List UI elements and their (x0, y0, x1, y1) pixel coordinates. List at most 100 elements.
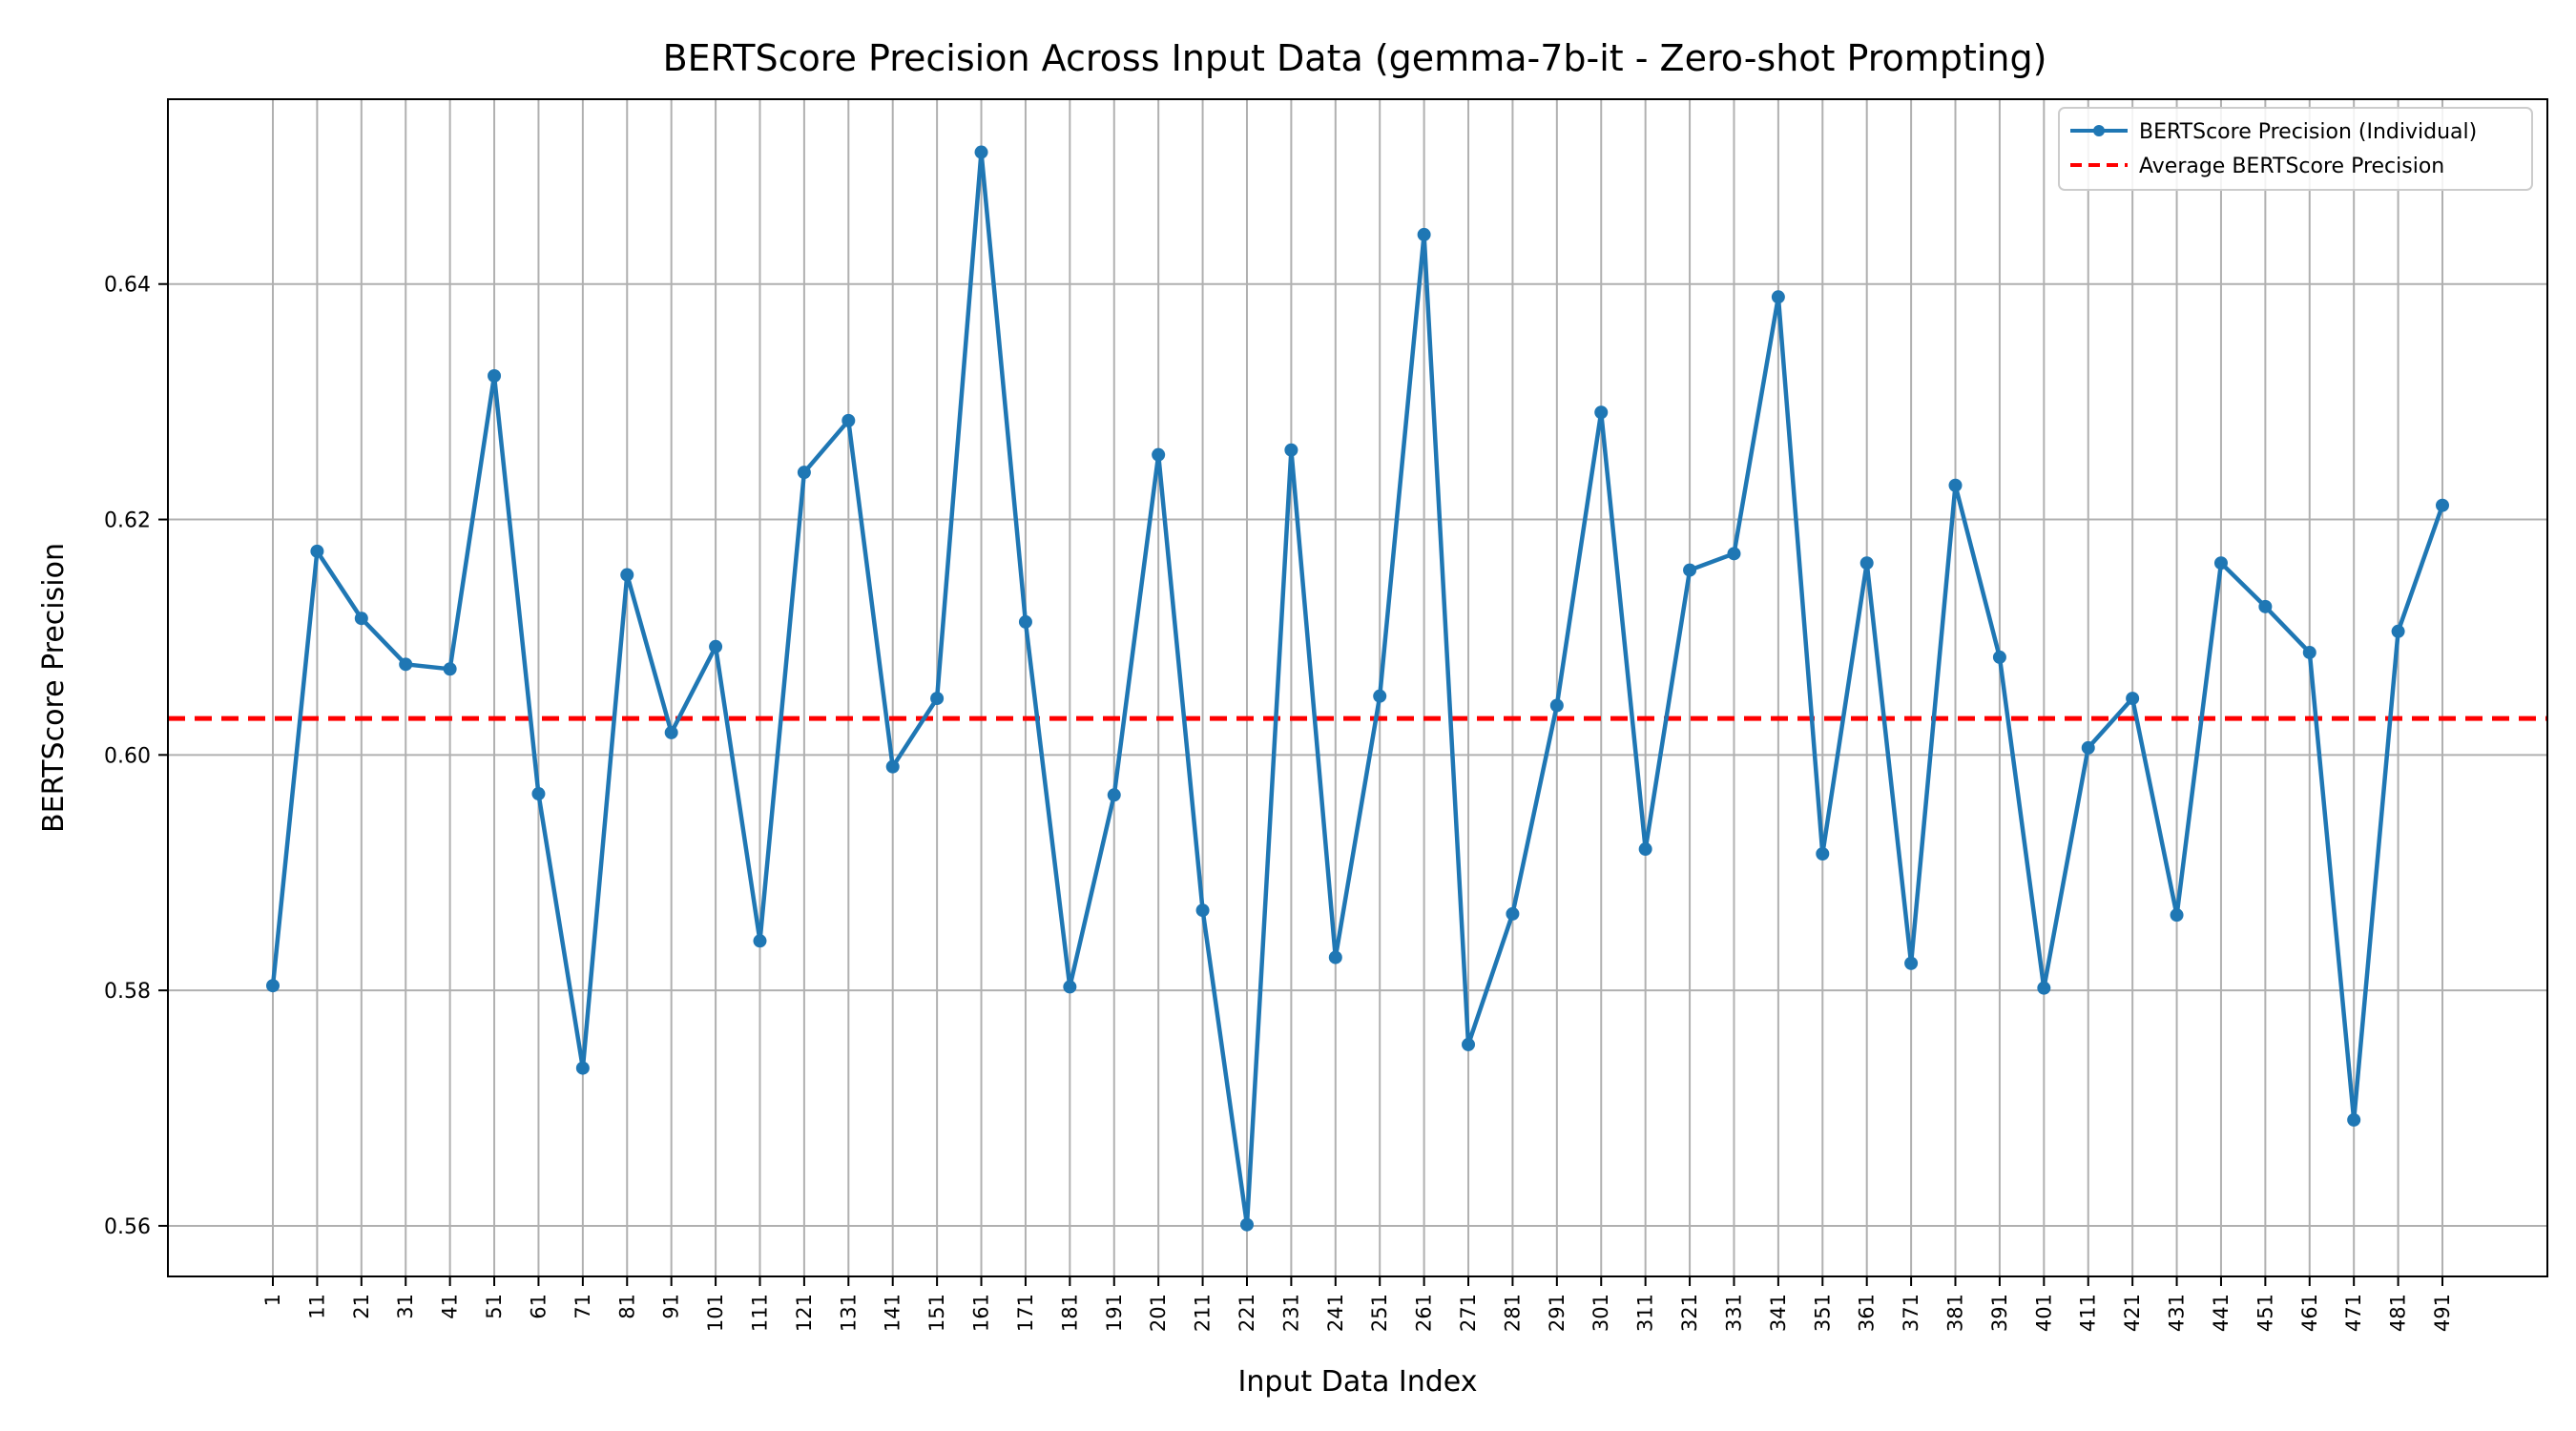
data-point (1462, 1037, 1476, 1051)
x-tick-label: 421 (2121, 1294, 2144, 1332)
x-tick-label: 201 (1147, 1294, 1170, 1332)
x-tick-label: 1 (261, 1294, 284, 1306)
data-point (753, 934, 767, 948)
legend-box (2058, 107, 2533, 191)
x-tick-label: 321 (1678, 1294, 1701, 1332)
data-point (1328, 950, 1342, 964)
data-point (664, 725, 678, 739)
x-tick-label: 131 (837, 1294, 860, 1332)
data-point (310, 544, 324, 558)
x-tick-label: 41 (439, 1294, 462, 1319)
data-point (1417, 227, 1431, 241)
data-point (2037, 981, 2051, 995)
data-point (2213, 556, 2228, 570)
data-point (1683, 563, 1697, 577)
data-point (1373, 689, 1387, 703)
data-point (399, 657, 413, 672)
x-tick-label: 221 (1236, 1294, 1258, 1332)
data-point (709, 639, 723, 653)
legend-average-label: Average BERTScore Precision (2139, 155, 2444, 178)
legend-series-label: BERTScore Precision (Individual) (2139, 120, 2477, 144)
x-tick-label: 81 (615, 1294, 638, 1319)
data-point (1859, 556, 1874, 570)
x-tick-label: 261 (1413, 1294, 1436, 1332)
data-point (2170, 908, 2184, 923)
data-point (1992, 650, 2006, 664)
data-point (531, 787, 546, 801)
x-tick-label: 441 (2210, 1294, 2233, 1332)
x-tick-label: 491 (2431, 1294, 2454, 1332)
y-tick-label: 0.58 (104, 980, 151, 1004)
x-tick-label: 391 (1988, 1294, 2011, 1332)
data-point (575, 1061, 590, 1075)
data-point (1284, 443, 1298, 457)
x-tick-label: 291 (1546, 1294, 1568, 1332)
x-tick-label: 251 (1368, 1294, 1391, 1332)
data-point (885, 759, 900, 774)
y-ticks: 0.56 0.58 0.60 0.62 0.64 (104, 274, 168, 1239)
x-tick-label: 241 (1324, 1294, 1347, 1332)
data-point (1239, 1217, 1254, 1232)
data-point (2126, 692, 2140, 706)
series-line (270, 150, 2445, 1227)
x-tick-label: 451 (2254, 1294, 2276, 1332)
data-point (2258, 599, 2273, 613)
x-tick-label: 31 (394, 1294, 417, 1319)
x-tick-label: 371 (1900, 1294, 1922, 1332)
data-point (1594, 405, 1609, 420)
x-ticks: 1 11 21 31 41 51 61 71 81 91 101 111 121 131 141 151 161… (261, 1276, 2454, 1332)
x-tick-label: 51 (483, 1294, 506, 1319)
x-tick-label: 111 (748, 1294, 771, 1332)
x-tick-label: 101 (704, 1294, 727, 1332)
x-tick-label: 61 (527, 1294, 550, 1319)
x-tick-label: 271 (1457, 1294, 1480, 1332)
data-point (443, 662, 457, 676)
x-tick-label: 431 (2166, 1294, 2189, 1332)
chart-title: BERTScore Precision Across Input Data (g… (663, 37, 2047, 79)
x-tick-label: 461 (2298, 1294, 2321, 1332)
x-tick-label: 21 (350, 1294, 373, 1319)
x-tick-label: 341 (1767, 1294, 1790, 1332)
x-tick-label: 361 (1856, 1294, 1879, 1332)
data-point (1948, 478, 1963, 492)
data-point (2391, 624, 2405, 638)
x-axis-label: Input Data Index (1238, 1365, 1478, 1399)
x-tick-label: 381 (1944, 1294, 1967, 1332)
y-tick-label: 0.60 (104, 744, 151, 768)
x-tick-label: 91 (660, 1294, 683, 1319)
x-tick-label: 301 (1589, 1294, 1612, 1332)
data-point (797, 466, 811, 480)
y-tick-label: 0.64 (104, 274, 151, 298)
data-point (488, 368, 502, 383)
legend: BERTScore Precision (Individual) Average… (2058, 107, 2533, 191)
x-tick-label: 171 (1014, 1294, 1037, 1332)
data-point (1727, 547, 1741, 561)
data-point (1018, 614, 1032, 629)
x-tick-label: 411 (2077, 1294, 2100, 1332)
x-tick-label: 281 (1501, 1294, 1524, 1332)
x-tick-label: 141 (882, 1294, 904, 1332)
data-point (1506, 906, 1520, 921)
data-point (1816, 846, 1830, 861)
x-tick-label: 351 (1811, 1294, 1834, 1332)
legend-series-marker (2093, 125, 2105, 136)
x-tick-label: 71 (571, 1294, 594, 1319)
y-tick-label: 0.56 (104, 1215, 151, 1239)
data-point (1638, 842, 1652, 857)
data-point (1195, 903, 1210, 918)
x-tick-label: 191 (1103, 1294, 1126, 1332)
data-point (974, 145, 988, 159)
x-tick-label: 331 (1722, 1294, 1745, 1332)
data-point (266, 979, 280, 993)
data-point (2347, 1112, 2361, 1127)
data-point (841, 413, 856, 427)
data-point (1107, 788, 1121, 802)
series-layer (266, 145, 2449, 1232)
data-point (1152, 447, 1166, 462)
x-tick-label: 11 (305, 1294, 328, 1319)
y-tick-label: 0.62 (104, 509, 151, 533)
data-point (2302, 645, 2316, 659)
data-point (354, 612, 368, 626)
